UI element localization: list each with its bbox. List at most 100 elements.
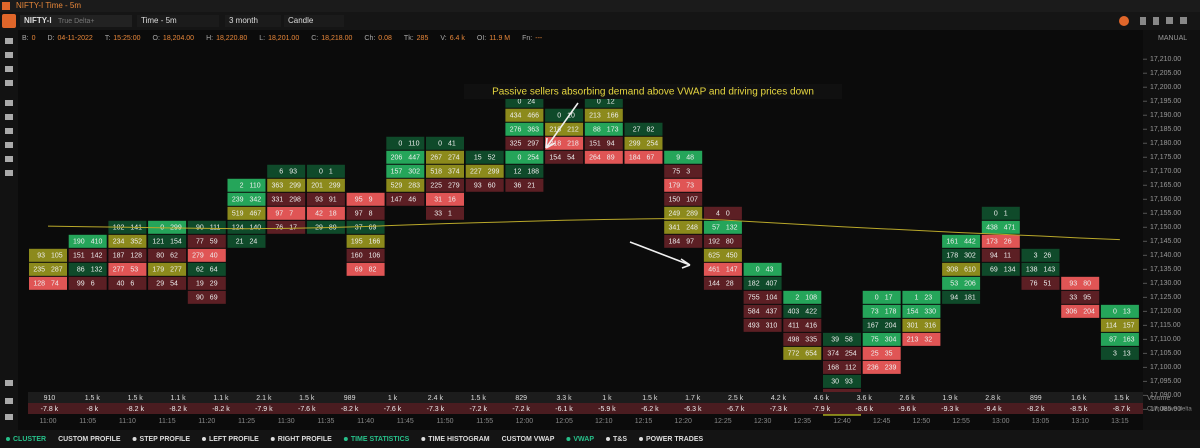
- tool-icon[interactable]: [5, 414, 13, 420]
- timeframe-dropdown[interactable]: [137, 15, 219, 27]
- bottom-tab[interactable]: POWER TRADES: [646, 436, 704, 443]
- chart-type: Candle: [288, 16, 314, 25]
- footprint-cell: [1061, 276, 1100, 290]
- tool-icon[interactable]: [5, 156, 13, 162]
- bid-volume: 30: [831, 379, 839, 386]
- candle: 2 108 403 422 411 416 498 335 772 654: [783, 290, 822, 360]
- bid-volume: 93: [37, 253, 45, 260]
- footprint-cell: [465, 164, 504, 178]
- control-icon[interactable]: [1153, 17, 1159, 25]
- bottom-tab[interactable]: TIME STATISTICS: [351, 436, 410, 443]
- tool-icon[interactable]: [5, 52, 13, 58]
- bottom-tab[interactable]: RIGHT PROFILE: [278, 436, 332, 443]
- bid-volume: 167: [867, 323, 879, 330]
- ask-volume: 330: [924, 309, 936, 316]
- footprint-cell: [862, 360, 901, 374]
- ask-volume: 374: [448, 169, 460, 176]
- alert-icon[interactable]: [1119, 16, 1129, 26]
- footprint-cell: [664, 234, 703, 248]
- footprint-cell: [981, 248, 1020, 262]
- bid-volume: 178: [946, 253, 958, 260]
- tool-icon[interactable]: [5, 170, 13, 176]
- bid-volume: 0: [557, 113, 561, 120]
- info-label: O:: [153, 35, 160, 42]
- bid-volume: 179: [152, 267, 164, 274]
- tool-icon[interactable]: [5, 142, 13, 148]
- ask-volume: 181: [964, 295, 976, 302]
- tool-icon[interactable]: [5, 38, 13, 44]
- bottom-tab[interactable]: VWAP: [573, 436, 594, 443]
- footprint-cell: [783, 304, 822, 318]
- footprint-cell: [981, 206, 1020, 220]
- footprint-cell: [743, 304, 782, 318]
- footprint-cell: [584, 150, 623, 164]
- ask-volume: 254: [647, 141, 659, 148]
- footprint-cell: [1100, 318, 1139, 332]
- control-icon[interactable]: [1180, 17, 1187, 24]
- ask-volume: 89: [607, 155, 615, 162]
- info-value: ---: [535, 35, 543, 42]
- ask-volume: 248: [686, 225, 698, 232]
- info-label: B:: [22, 35, 29, 42]
- ask-volume: 178: [885, 309, 897, 316]
- volume-value: 1.5 k: [642, 395, 658, 402]
- control-icon[interactable]: [1166, 17, 1173, 24]
- volume-label: Volume: [1147, 395, 1170, 402]
- volume-value: 1 k: [388, 395, 398, 402]
- tool-icon[interactable]: [5, 128, 13, 134]
- footprint-cell: [465, 178, 504, 192]
- bid-volume: 308: [946, 267, 958, 274]
- bottom-tab[interactable]: CUSTOM VWAP: [502, 436, 555, 443]
- range-dropdown[interactable]: [225, 15, 281, 27]
- volume-value: 4.6 k: [814, 395, 830, 402]
- bottom-tab[interactable]: CUSTOM PROFILE: [58, 436, 121, 443]
- bottom-tab[interactable]: T&S: [613, 436, 627, 443]
- tool-icon[interactable]: [5, 100, 13, 106]
- ask-volume: 82: [369, 267, 377, 274]
- annotation: Passive sellers absorbing demand above V…: [492, 87, 814, 98]
- bottom-tab[interactable]: STEP PROFILE: [140, 436, 191, 443]
- price-label: 17,175.00: [1150, 154, 1181, 161]
- bottom-tab[interactable]: CLUSTER: [13, 436, 46, 443]
- bid-volume: 239: [232, 197, 244, 204]
- bid-volume: 438: [986, 225, 998, 232]
- time-label: 11:45: [397, 418, 414, 425]
- symbol-input[interactable]: [20, 15, 132, 27]
- ask-volume: 173: [607, 127, 619, 134]
- tool-icon[interactable]: [5, 80, 13, 86]
- volume-value: 1.5 k: [471, 395, 487, 402]
- candle: 0 1 438 471 173 26 94 11 69 134: [981, 206, 1020, 276]
- price-label: 17,125.00: [1150, 294, 1181, 301]
- bottom-tab[interactable]: LEFT PROFILE: [209, 436, 259, 443]
- time-label: 12:00: [516, 418, 534, 425]
- bottom-tab[interactable]: TIME HISTOGRAM: [428, 436, 489, 443]
- bid-volume: 33: [434, 211, 442, 218]
- bid-volume: 0: [319, 169, 323, 176]
- drawing-tools: [5, 38, 13, 420]
- bottom-tab-bar: [0, 430, 1200, 448]
- bid-volume: 227: [470, 169, 482, 176]
- bid-volume: 182: [748, 281, 760, 288]
- footprint-cell: [545, 108, 584, 122]
- control-icon[interactable]: [1140, 17, 1146, 25]
- time-label: 11:10: [119, 418, 136, 425]
- tab-dot: [566, 437, 571, 441]
- tool-icon[interactable]: [5, 380, 13, 386]
- ask-volume: 3: [686, 169, 690, 176]
- bid-volume: 154: [549, 155, 561, 162]
- ask-volume: 7: [289, 211, 293, 218]
- bid-volume: 80: [156, 253, 164, 260]
- chart-type-dropdown[interactable]: [284, 15, 344, 27]
- arrow: [629, 241, 691, 269]
- tool-icon[interactable]: [5, 398, 13, 404]
- footprint-cell: [108, 276, 147, 290]
- tool-icon[interactable]: [5, 66, 13, 72]
- tool-icon[interactable]: [5, 114, 13, 120]
- footprint-cell: [783, 332, 822, 346]
- menu-button[interactable]: [2, 14, 16, 28]
- delta-value: -9.4 k: [984, 406, 1002, 413]
- ask-volume: 302: [964, 253, 976, 260]
- info-label: Ch:: [364, 35, 375, 42]
- footprint-cell: [187, 276, 226, 290]
- ask-volume: 48: [686, 155, 694, 162]
